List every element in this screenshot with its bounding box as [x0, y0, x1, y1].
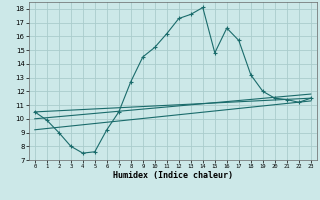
- X-axis label: Humidex (Indice chaleur): Humidex (Indice chaleur): [113, 171, 233, 180]
